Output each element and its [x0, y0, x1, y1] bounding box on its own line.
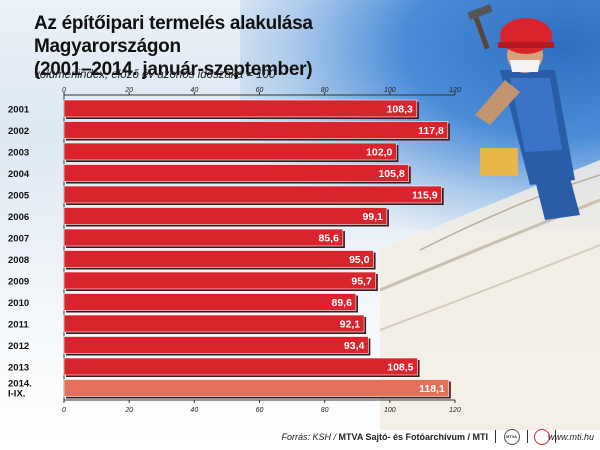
category-label: I-IX.	[8, 389, 25, 400]
category-label: 2002	[8, 126, 29, 137]
category-label: 2007	[8, 234, 29, 245]
bar	[63, 379, 450, 397]
bar-value-label: 108,5	[387, 362, 413, 374]
bar	[63, 250, 374, 268]
bottom-tick-label: 100	[384, 407, 396, 414]
source-bold: MTVA Sajtó- és Fotóarchívum / MTI	[338, 432, 488, 442]
chart-subtitle: volumenindex, előző év azonos időszaka =…	[34, 69, 276, 81]
bar-value-label: 92,1	[340, 319, 361, 331]
bar-chart: 0 0 20 20 40 40 60 60 80 80 100 100 120 120 2001 108,3 2…	[8, 87, 461, 414]
separator	[495, 430, 496, 443]
bar-value-label: 118,1	[419, 383, 445, 395]
bottom-tick-label: 60	[256, 407, 264, 414]
bottom-tick-label: 20	[124, 407, 133, 414]
bar	[63, 357, 418, 376]
category-label: 2009	[8, 277, 29, 288]
category-label: 2005	[8, 191, 30, 202]
bar	[63, 293, 357, 311]
mtva-logo-text: MTVA	[506, 434, 518, 439]
top-tick-label: 80	[321, 87, 329, 94]
bar	[63, 99, 418, 118]
category-label: 2012	[8, 341, 29, 352]
top-tick-label: 120	[449, 87, 461, 94]
category-label: 2001	[8, 105, 30, 116]
bar-value-label: 108,3	[387, 104, 413, 116]
category-label: 2006	[8, 212, 29, 223]
mti-logo-icon	[534, 429, 550, 445]
bar	[63, 207, 388, 225]
category-label: 2010	[8, 298, 29, 309]
title-line-2: (2001–2014. január-szeptember)	[34, 59, 313, 80]
bottom-tick-label: 0	[62, 407, 66, 414]
bottom-tick-label: 40	[190, 407, 198, 414]
bar-value-label: 89,6	[332, 297, 353, 309]
bottom-tick-label: 80	[321, 407, 329, 414]
separator	[555, 430, 556, 443]
bar-value-label: 102,0	[366, 147, 392, 159]
top-tick-label: 20	[124, 87, 133, 94]
bar-value-label: 95,0	[349, 254, 370, 266]
bar	[63, 271, 377, 290]
bar	[63, 314, 365, 333]
bar-value-label: 117,8	[418, 125, 444, 137]
category-label: 2014.	[8, 379, 32, 390]
category-label: 2004	[8, 169, 30, 180]
footer: Forrás: KSH / MTVA Sajtó- és Fotóarchívu…	[0, 424, 600, 450]
construction-worker-illustration	[380, 4, 600, 430]
bar-value-label: 99,1	[362, 211, 383, 223]
top-tick-label: 40	[190, 87, 198, 94]
website-url: www.mti.hu	[547, 432, 594, 442]
top-tick-label: 100	[384, 87, 396, 94]
bottom-tick-label: 120	[449, 407, 461, 414]
bar	[63, 228, 344, 247]
chart-title: Az építőipari termelés alakulása Magyaro…	[34, 12, 454, 81]
source-credit: Forrás: KSH / MTVA Sajtó- és Fotóarchívu…	[281, 432, 488, 442]
top-tick-label: 0	[62, 87, 66, 94]
bar	[63, 142, 397, 161]
separator	[527, 430, 528, 443]
bar	[63, 121, 449, 139]
category-label: 2011	[8, 320, 29, 331]
bar-value-label: 93,4	[344, 340, 365, 352]
bar-value-label: 105,8	[378, 168, 404, 180]
mtva-logo-icon: MTVA	[504, 429, 520, 445]
category-label: 2008	[8, 255, 29, 266]
category-label: 2003	[8, 148, 29, 159]
source-prefix: Forrás: KSH /	[281, 432, 339, 442]
category-label: 2013	[8, 363, 29, 374]
top-tick-label: 60	[256, 87, 264, 94]
bar	[63, 164, 410, 182]
bar-value-label: 85,6	[318, 233, 339, 245]
bar	[63, 185, 442, 204]
title-line-1: Az építőipari termelés alakulása Magyaro…	[34, 13, 313, 57]
bar	[63, 336, 369, 354]
bar-value-label: 95,7	[351, 276, 372, 288]
bar-value-label: 115,9	[412, 190, 438, 202]
